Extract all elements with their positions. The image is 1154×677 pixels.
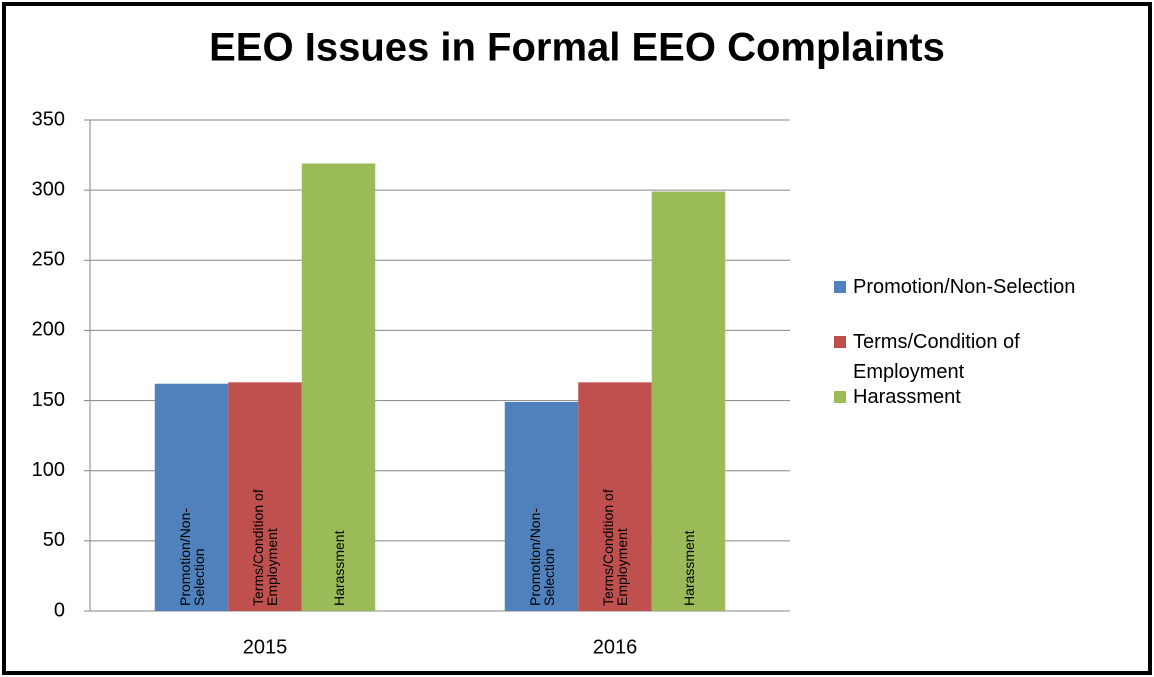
bar-label: Promotion/Non-Selection [176, 507, 207, 606]
y-tick-label: 50 [43, 529, 65, 551]
y-tick-label: 300 [32, 178, 65, 200]
chart-title: EEO Issues in Formal EEO Complaints [209, 26, 945, 70]
y-tick-label: 250 [32, 249, 65, 271]
legend-label: Harassment [853, 386, 961, 408]
legend-label: Promotion/Non-Selection [853, 276, 1076, 298]
y-tick-label: 100 [32, 459, 65, 481]
bar-label: Promotion/Non-Selection [526, 507, 557, 606]
legend-swatch [834, 281, 846, 293]
y-tick-label: 0 [54, 599, 65, 621]
legend-label: Terms/Condition of Employment [853, 331, 1020, 383]
y-tick-label: 350 [32, 108, 65, 130]
legend-item: Terms/Condition of Employment [834, 327, 1134, 387]
bar-label: Terms/Condition of Employment [250, 489, 280, 606]
bar [651, 191, 726, 611]
legend-swatch [834, 391, 846, 403]
x-tick-label: 2015 [243, 636, 288, 658]
bar [154, 383, 229, 611]
bar [504, 401, 579, 611]
bar-label: Terms/Condition of Employment [600, 489, 630, 606]
bar [578, 382, 652, 611]
x-tick-label: 2016 [593, 636, 638, 658]
bar [228, 382, 302, 611]
bar [301, 163, 376, 611]
y-tick-label: 150 [32, 389, 65, 411]
legend-item: Harassment [834, 382, 1134, 412]
bar-label: Harassment [330, 530, 347, 606]
legend-item: Promotion/Non-Selection [834, 272, 1134, 302]
legend-swatch [834, 336, 846, 348]
bar-label: Harassment [680, 530, 697, 606]
y-tick-label: 200 [32, 319, 65, 341]
